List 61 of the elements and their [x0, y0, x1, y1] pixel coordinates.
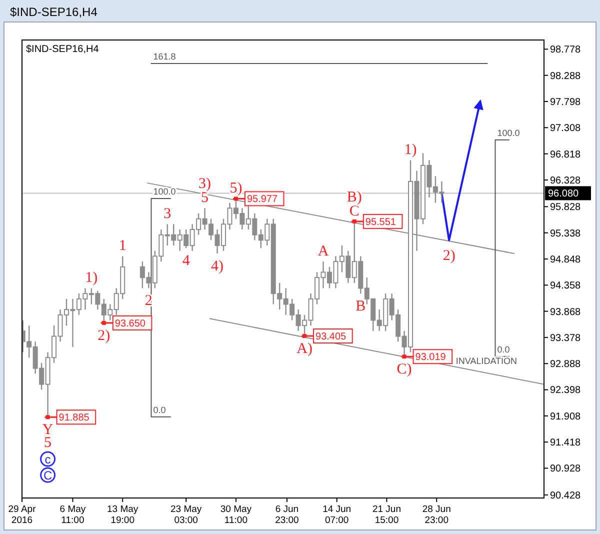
y-tick-label: 93.868: [550, 306, 582, 318]
data-label: 93.405: [316, 331, 347, 342]
y-tick-label: 97.798: [550, 96, 582, 108]
annotation: B: [356, 298, 366, 315]
annotation: C: [349, 203, 360, 220]
y-tick-label: 91.908: [550, 411, 582, 422]
x-tick-label: 14 Jun 07:00: [322, 504, 352, 526]
y-tick-label: 96.818: [550, 149, 582, 160]
annotation: 161.8: [153, 51, 176, 62]
chart-subtitle: $IND-SEP16,H4: [26, 44, 100, 55]
y-tick-label: 95.828: [550, 202, 582, 214]
x-tick-label: 21 Jun 15:00: [372, 504, 401, 526]
chart-title: $IND-SEP16,H4: [10, 5, 98, 19]
annotation: B): [346, 189, 362, 206]
annotation: 3): [198, 176, 212, 192]
annotation: A: [318, 244, 329, 260]
annotation: 3: [164, 206, 172, 222]
annotation: 0.0: [497, 344, 510, 355]
x-tick-label: 6 May 11:00: [60, 504, 86, 526]
y-tick-label: 92.398: [550, 385, 582, 396]
y-tick-label: 97.308: [550, 123, 582, 134]
ref-line-label: 96.080: [548, 188, 580, 200]
x-tick-label: 13 May 19:00: [107, 504, 138, 526]
y-tick-label: 94.848: [550, 254, 582, 266]
annotation: 5: [201, 190, 209, 206]
y-tick-label: 90.428: [550, 490, 582, 502]
annotation: 2): [442, 248, 456, 264]
annotation: 0.0: [153, 404, 166, 415]
annotation: 1): [85, 270, 98, 286]
y-tick-label: 98.288: [550, 70, 582, 82]
x-tick-label: 29 Apr 2016: [8, 504, 36, 526]
y-tick-label: 96.328: [550, 175, 582, 186]
data-label: 95.977: [246, 194, 278, 206]
data-label: 91.885: [58, 412, 90, 424]
annotation: 2): [98, 328, 110, 344]
y-tick-label: 93.378: [550, 332, 582, 344]
data-label: 93.650: [114, 318, 146, 330]
annotation: 5): [230, 180, 242, 197]
annotation: A): [296, 340, 312, 357]
x-tick-label: 28 Jun 23:00: [422, 504, 451, 526]
annotation: 100.0: [153, 186, 176, 197]
y-tick-label: 98.778: [550, 44, 582, 56]
y-tick-label: 91.418: [550, 438, 582, 449]
annotation: 100.0: [497, 128, 520, 138]
y-tick-label: 90.928: [550, 464, 582, 475]
annotation: 1: [118, 238, 126, 254]
data-label: 95.551: [365, 216, 396, 228]
x-tick-label: 6 Jun 23:00: [275, 504, 299, 526]
annotation: 4: [182, 253, 190, 270]
annotation: 1): [404, 142, 417, 158]
y-tick-label: 94.358: [550, 280, 582, 292]
annotation: INVALIDATION: [456, 356, 518, 366]
y-tick-label: 95.338: [550, 228, 582, 240]
y-tick-label: 92.888: [550, 359, 582, 370]
data-label: 93.019: [415, 352, 446, 364]
x-tick-label: 30 May 11:00: [220, 504, 252, 526]
annotation: C): [396, 362, 412, 378]
annotation: 4): [211, 258, 224, 275]
x-tick-label: 23 May 03:00: [170, 504, 202, 526]
series-label: c: [44, 452, 51, 467]
series-label: C: [43, 468, 52, 483]
